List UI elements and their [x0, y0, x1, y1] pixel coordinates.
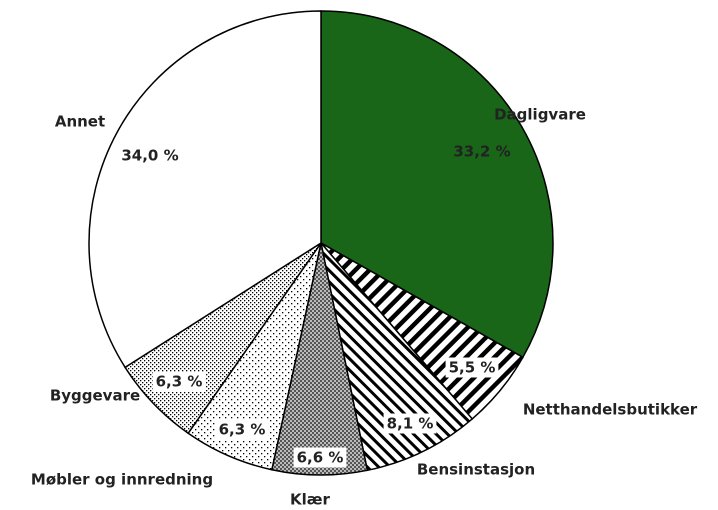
value-label-bg [383, 413, 437, 434]
value-label: 6,6 % [297, 449, 344, 467]
category-label: Dagligvare [494, 106, 586, 124]
value-label-bg [152, 371, 206, 392]
pie-slice [319, 240, 474, 472]
pie-slice [320, 10, 554, 359]
value-label-bg [215, 419, 269, 440]
value-label: 8,1 % [387, 415, 434, 433]
category-label: Byggevare [50, 387, 140, 405]
category-label: Netthandelsbutikker [523, 401, 698, 419]
value-label-group: 6,3 % [152, 371, 206, 392]
value-label: 5,5 % [449, 359, 496, 377]
category-label: Møbler og innredning [31, 471, 213, 489]
value-label: 6,3 % [219, 421, 266, 439]
category-label: Bensinstasjon [417, 461, 535, 479]
category-label: Annet [55, 113, 105, 131]
value-label-group: 5,5 % [445, 357, 499, 378]
category-label: Klær [290, 491, 330, 509]
value-label-bg [445, 357, 499, 378]
value-label-bg [293, 447, 347, 468]
value-label-group: 34,0 % [121, 147, 178, 165]
value-label-group: 6,6 % [293, 447, 347, 468]
value-label: 33,2 % [453, 143, 510, 161]
value-label: 6,3 % [156, 373, 203, 391]
pie-slice [88, 10, 322, 369]
value-label-group: 8,1 % [383, 413, 437, 434]
value-label: 34,0 % [121, 147, 178, 165]
value-label-group: 33,2 % [453, 143, 510, 161]
value-label-group: 6,3 % [215, 419, 269, 440]
